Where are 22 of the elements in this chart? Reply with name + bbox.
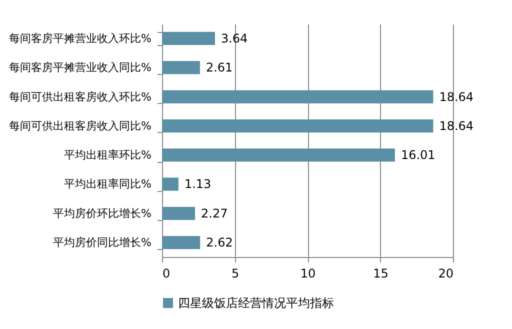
y-tick-label: 平均出租率环比% [64,148,152,162]
data-label: 2.62 [206,236,233,250]
y-tick-label: 每间可供出租客房收入同比% [9,119,152,132]
x-tick-label: 10 [300,266,316,280]
data-label: 18.64 [439,118,474,133]
data-label: 2.27 [201,206,228,220]
y-tick-label: 平均房价环比增长% [53,206,152,220]
data-label: 3.64 [220,31,248,46]
data-label: 2.61 [206,60,233,75]
data-label: 16.01 [400,148,436,162]
x-tick-label: 0 [162,266,170,280]
x-tick-label: 15 [373,266,388,280]
x-tick-label: 5 [231,266,240,280]
y-tick-label: 每间可供出租客房收入环比% [9,90,152,104]
x-tick-label: 20 [438,266,454,280]
y-tick-label: 每间客房平摊营业收入同比% [9,61,152,74]
y-tick-label: 平均房价同比增长% [53,236,152,250]
legend-label: 四星级饭店经营情况平均指标 [178,296,334,310]
y-tick-label: 每间客房平摊营业收入环比% [9,32,152,45]
y-tick-label: 平均出租率同比% [64,178,152,191]
data-label: 18.64 [439,90,474,104]
data-label: 1.13 [184,177,212,192]
